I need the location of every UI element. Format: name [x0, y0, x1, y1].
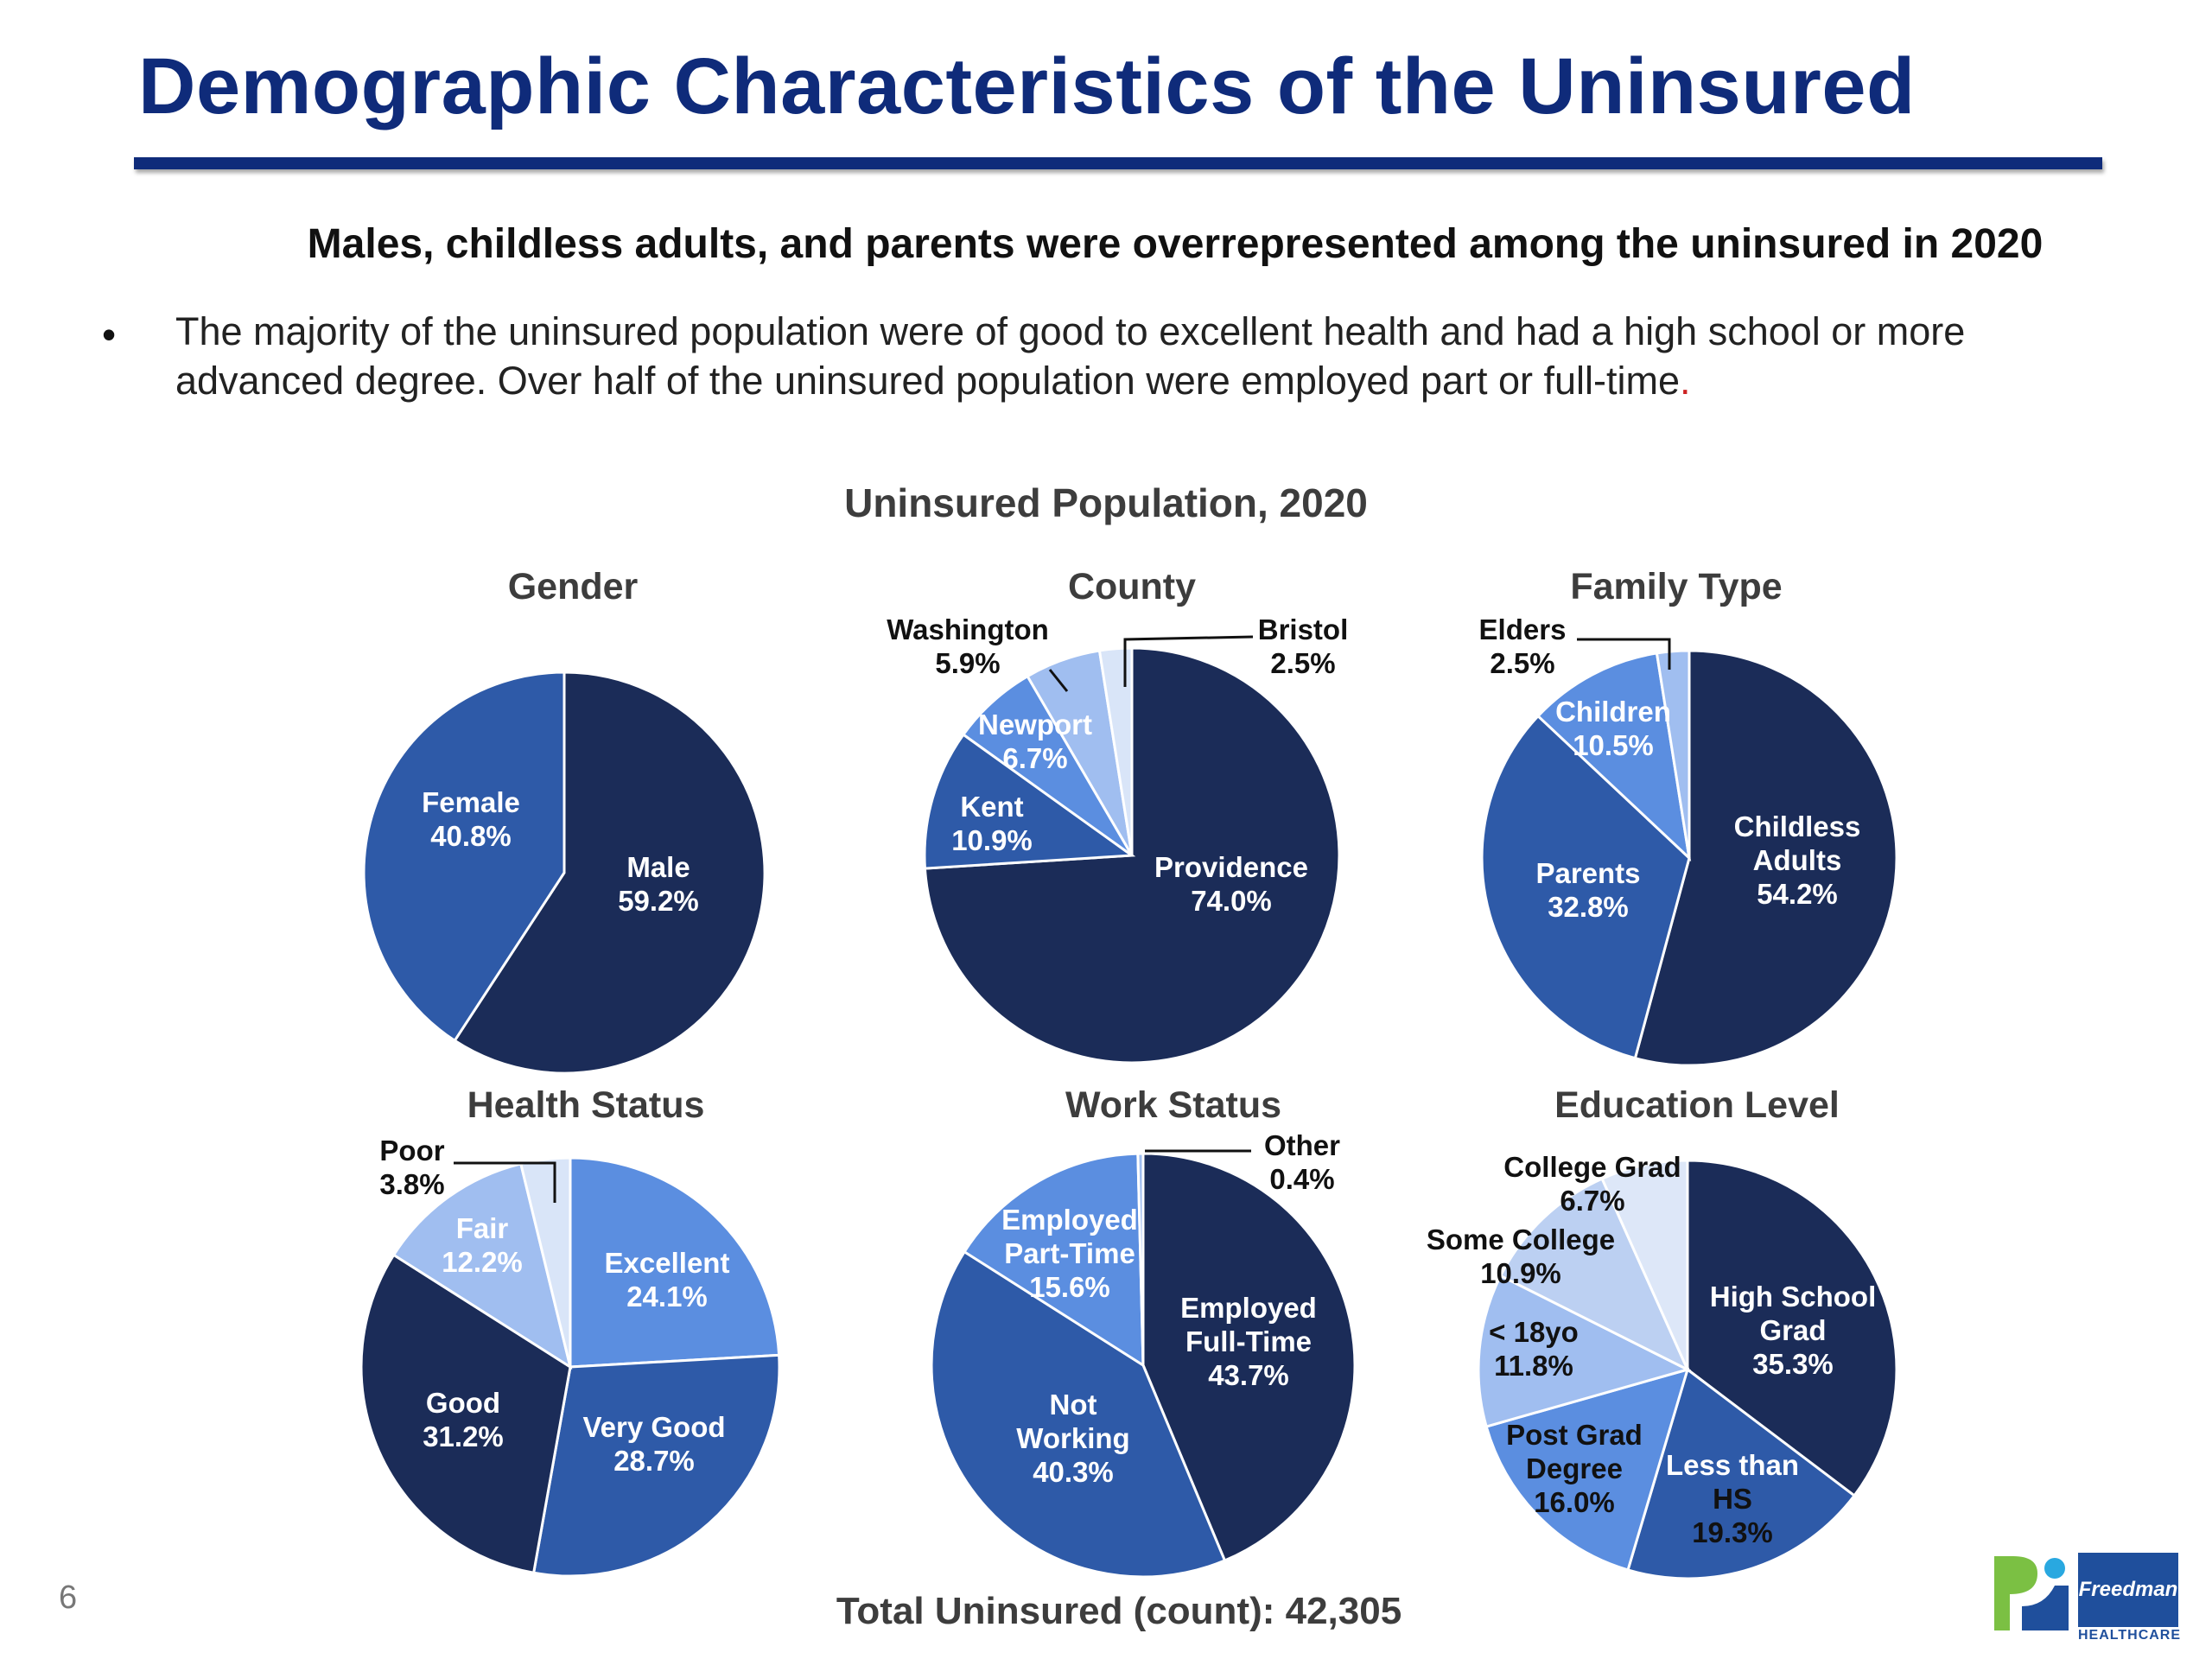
pie-3: Excellent 24.1% Very Good 28.7% Good 31.2% Fai…: [359, 1135, 781, 1578]
pie-0: Male 59.2% Female 40.8%: [362, 671, 766, 1075]
pie-slice-female: [362, 671, 566, 1043]
data-label: Newport 6.7%: [978, 709, 1092, 774]
data-label: Fair 12.2%: [442, 1212, 523, 1278]
data-label: Elders 2.5%: [1479, 613, 1567, 679]
data-label: Kent 10.9%: [951, 791, 1033, 856]
title-underline: [134, 157, 2102, 169]
data-label: Good 31.2%: [423, 1387, 504, 1452]
data-label: Employed Full-Time 43.7%: [1180, 1292, 1317, 1391]
pie-slice-childless-adults: [1633, 649, 1898, 1067]
data-label: < 18yo 11.8%: [1489, 1316, 1579, 1382]
data-label: Post Grad Degree 16.0%: [1506, 1419, 1643, 1518]
pie-slice-children: [1535, 652, 1692, 862]
bullet-paragraph: The majority of the uninsured population…: [175, 307, 2076, 405]
pie-slice-kent: [923, 733, 1136, 870]
chart-title-health-status: Health Status: [467, 1084, 705, 1126]
data-label: Not Working 40.3%: [1016, 1389, 1129, 1488]
data-label: High School Grad 35.3%: [1710, 1281, 1877, 1380]
pie-slice-employed-full-time: [1141, 1152, 1357, 1563]
pie-2: Childless Adults 54.2% Parents 32.8% Children…: [1479, 613, 1898, 1067]
bullet-period: .: [1680, 359, 1691, 403]
chart-title-gender: Gender: [507, 566, 639, 607]
data-label: Male 59.2%: [618, 851, 699, 917]
figure-title: Uninsured Population, 2020: [844, 480, 1368, 525]
data-label: Female 40.8%: [422, 786, 520, 852]
healthsource-logo-icon: [1994, 1556, 2069, 1630]
chart-title-work-status: Work Status: [1065, 1084, 1282, 1126]
chart-title-education-level: Education Level: [1554, 1084, 1840, 1126]
pie-slice-parents: [1480, 714, 1691, 1060]
chart-title-county: County: [1067, 566, 1197, 607]
pie-4: Employed Full-Time 43.7% Not Working 40.3% Emp…: [930, 1129, 1357, 1579]
chart-title-family-type: Family Type: [1570, 566, 1783, 607]
leader-line: [1048, 669, 1069, 692]
pie-slice-not-working: [930, 1249, 1227, 1579]
bullet-text: The majority of the uninsured population…: [175, 309, 1966, 403]
pie-slice-employed-part-time: [963, 1152, 1145, 1368]
bullet-marker: •: [102, 312, 117, 357]
data-label: Excellent 24.1%: [605, 1247, 730, 1313]
data-label: Other 0.4%: [1264, 1129, 1340, 1195]
data-label: Children 10.5%: [1555, 696, 1671, 761]
freedman-logo-tagline: HEALTHCARE: [2078, 1628, 2182, 1643]
leader-line: [1123, 635, 1254, 687]
pie-slice-high-school-grad: [1686, 1159, 1898, 1498]
pie-5: High School Grad 35.3% Less than HS 19.3%Post…: [1427, 1151, 1898, 1580]
data-label: College Grad 6.7%: [1503, 1151, 1681, 1217]
data-label: Bristol 2.5%: [1258, 613, 1349, 679]
data-label: Less than HS 19.3%: [1666, 1449, 1799, 1548]
data-label: Poor 3.8%: [379, 1135, 444, 1200]
pie-slice-very-good: [531, 1353, 781, 1578]
slide-title: Demographic Characteristics of the Unins…: [138, 42, 1916, 130]
pie-slice-male: [453, 671, 766, 1075]
freedman-logo: Freedman: [2078, 1553, 2178, 1627]
data-label: Very Good 28.7%: [582, 1411, 725, 1477]
pie-slice-fair: [391, 1162, 573, 1370]
pie-slice-18yo: [1477, 1274, 1692, 1428]
data-label: Washington 5.9%: [887, 613, 1049, 679]
pie-slice-post-grad-degree: [1484, 1367, 1690, 1572]
page-number: 6: [59, 1580, 78, 1616]
data-label: Some College 10.9%: [1427, 1224, 1615, 1289]
pie-slice-other: [1136, 1152, 1145, 1366]
pie-slice-some-college: [1498, 1177, 1691, 1373]
slide-subtitle: Males, childless adults, and parents wer…: [307, 221, 2044, 267]
data-label: Childless Adults 54.2%: [1734, 810, 1861, 910]
total-uninsured: Total Uninsured (count): 42,305: [836, 1590, 1402, 1632]
pie-slice-college-grad: [1600, 1159, 1689, 1370]
data-label: Employed Part-Time 15.6%: [1001, 1204, 1138, 1303]
pie-slice-less-than-hs: [1626, 1367, 1857, 1580]
pie-slice-bristol: [1097, 646, 1134, 856]
leader-line: [454, 1161, 556, 1203]
data-label: Parents 32.8%: [1535, 857, 1640, 923]
data-label: Providence 74.0%: [1154, 851, 1308, 917]
pie-slice-elders: [1655, 649, 1691, 859]
leader-line: [1577, 638, 1671, 670]
pie-1: Providence 74.0% Kent 10.9% Newport 6.7% Washi…: [887, 613, 1349, 1065]
pie-slice-excellent: [569, 1156, 781, 1369]
